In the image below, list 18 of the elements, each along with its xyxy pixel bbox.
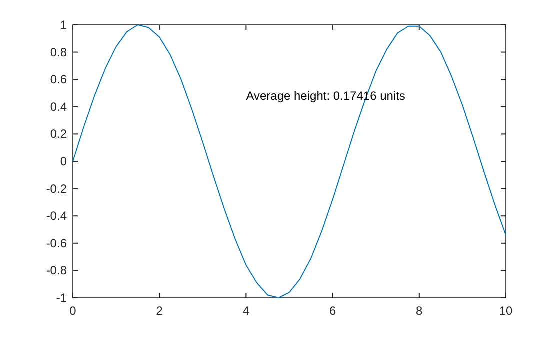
x-tick-label: 6 (329, 304, 336, 318)
y-tick-label: -0.8 (46, 264, 68, 278)
x-tick-label: 0 (70, 304, 77, 318)
y-tick-label: -1 (56, 291, 68, 305)
y-tick-label: 0 (60, 154, 68, 168)
y-tick-label: -0.6 (46, 236, 68, 250)
y-tick-label: 0.2 (50, 127, 68, 142)
y-tick-label: 0.8 (50, 45, 68, 60)
x-tick-label: 10 (499, 304, 513, 318)
y-tick-label: 0.6 (50, 72, 68, 87)
y-tick-label: -0.4 (46, 209, 68, 224)
y-tick-label: 1 (60, 18, 68, 32)
y-tick-label: 0.4 (50, 100, 68, 114)
x-tick-label: 4 (242, 304, 250, 318)
y-tick-label: -0.2 (46, 182, 68, 196)
x-tick-label: 2 (156, 304, 164, 318)
line-series (72, 24, 506, 298)
x-tick-label: 8 (416, 304, 424, 318)
